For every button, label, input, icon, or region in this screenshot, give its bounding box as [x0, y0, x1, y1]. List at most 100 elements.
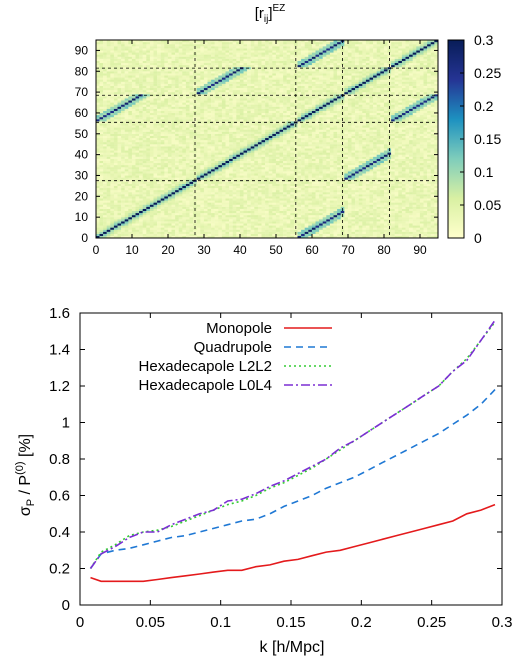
- heatmap-cell: [355, 133, 359, 136]
- heatmap-cell: [409, 208, 413, 211]
- heatmap-cell: [261, 181, 266, 184]
- heatmap-cell: [275, 225, 280, 228]
- heatmap-cell: [376, 231, 381, 234]
- heatmap-cell: [149, 223, 154, 226]
- heatmap-cell: [409, 210, 413, 214]
- heatmap-cell: [95, 144, 100, 147]
- heatmap-cell: [304, 225, 309, 228]
- heatmap-cell: [362, 231, 367, 234]
- heatmap-cell: [193, 217, 197, 220]
- heatmap-cell: [139, 233, 143, 237]
- heatmap-cell: [99, 231, 104, 234]
- heatmap-cell: [171, 177, 176, 180]
- heatmap-cell: [221, 229, 226, 232]
- heatmap-cell: [103, 227, 107, 230]
- heatmap-cell: [383, 146, 388, 149]
- heatmap-cell: [185, 146, 190, 149]
- heatmap-cell: [344, 152, 349, 155]
- heatmap-cell: [351, 196, 356, 199]
- heatmap-cell: [236, 139, 241, 143]
- heatmap-cell: [164, 183, 169, 186]
- heatmap-cell: [333, 231, 338, 234]
- heatmap-cell: [103, 198, 107, 201]
- heatmap-cell: [308, 175, 313, 178]
- heatmap-cell: [322, 156, 327, 159]
- heatmap-cell: [200, 177, 205, 180]
- heatmap-cell: [423, 206, 428, 209]
- heatmap-cell: [290, 139, 295, 143]
- heatmap-cell: [131, 150, 136, 153]
- heatmap-cell: [247, 154, 251, 157]
- heatmap-cell: [171, 150, 176, 153]
- heatmap-cell: [430, 196, 435, 199]
- heatmap-cell: [167, 235, 172, 239]
- heatmap-cell: [229, 189, 233, 193]
- heatmap-cell: [135, 210, 140, 214]
- heatmap-cell: [121, 235, 125, 239]
- heatmap-cell: [383, 137, 388, 141]
- heatmap-cell: [200, 133, 205, 136]
- heatmap-cell: [110, 156, 115, 159]
- heatmap-cell: [225, 202, 230, 205]
- heatmap-cell: [365, 183, 370, 186]
- heatmap-cell: [412, 175, 417, 178]
- heatmap-cell: [279, 175, 284, 178]
- heatmap-cell: [200, 219, 205, 222]
- heatmap-cell: [193, 133, 197, 136]
- heatmap-cell: [185, 148, 190, 151]
- heatmap-cell: [380, 146, 385, 149]
- heatmap-cell: [376, 206, 381, 209]
- heatmap-cell: [272, 144, 277, 147]
- heatmap-cell: [358, 185, 363, 189]
- heatmap-cell: [139, 210, 143, 214]
- heatmap-cell: [430, 194, 435, 197]
- heatmap-cell: [110, 210, 115, 214]
- heatmap-cell: [423, 181, 428, 184]
- heatmap-cell: [171, 235, 176, 239]
- heatmap-cell: [117, 169, 122, 172]
- heatmap-cell: [369, 144, 374, 147]
- heatmap-cell: [268, 167, 273, 170]
- heatmap-cell: [304, 177, 309, 180]
- heatmap-cell: [401, 233, 406, 237]
- heatmap-cell: [301, 133, 305, 136]
- heatmap-cell: [430, 219, 435, 222]
- heatmap-cell: [315, 189, 320, 193]
- heatmap-cell: [110, 148, 115, 151]
- heatmap-cell: [257, 229, 262, 232]
- heatmap-cell: [347, 131, 352, 134]
- heatmap-cell: [232, 231, 237, 234]
- heatmap-cell: [261, 131, 266, 134]
- heatmap-cell: [142, 177, 147, 180]
- heatmap-cell: [272, 231, 277, 234]
- heatmap-cell: [95, 154, 100, 157]
- heatmap-cell: [207, 137, 212, 141]
- heatmap-cell: [171, 183, 176, 186]
- heatmap-cell: [383, 162, 388, 166]
- heatmap-cell: [160, 167, 165, 170]
- heatmap-cell: [229, 200, 233, 203]
- heatmap-cell: [225, 231, 230, 234]
- heatmap-cell: [160, 202, 165, 205]
- heatmap-cell: [319, 181, 323, 184]
- heatmap-cell: [275, 210, 280, 214]
- heatmap-cell: [254, 181, 259, 184]
- heatmap-cell: [95, 233, 100, 237]
- heatmap-cell: [333, 208, 338, 211]
- heatmap-cell: [329, 196, 334, 199]
- heatmap-cell: [358, 148, 363, 151]
- heatmap-cell: [175, 214, 179, 218]
- heatmap-cell: [229, 229, 233, 232]
- heatmap-cell: [279, 156, 284, 159]
- heatmap-cell: [391, 185, 395, 189]
- heatmap-cell: [124, 192, 129, 195]
- heatmap-cell: [229, 139, 233, 143]
- heatmap-cell: [128, 208, 133, 211]
- heatmap-cell: [430, 158, 435, 161]
- heatmap-cell: [322, 204, 327, 207]
- heatmap-cell: [290, 189, 295, 193]
- heatmap-cell: [347, 189, 352, 193]
- heatmap-cell: [103, 144, 107, 147]
- heatmap-cell: [221, 204, 226, 207]
- heatmap-cell: [275, 219, 280, 222]
